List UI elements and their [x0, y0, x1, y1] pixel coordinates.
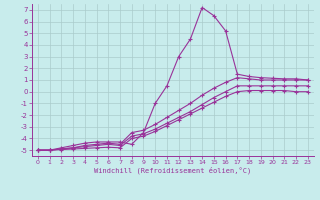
X-axis label: Windchill (Refroidissement éolien,°C): Windchill (Refroidissement éolien,°C)	[94, 167, 252, 174]
